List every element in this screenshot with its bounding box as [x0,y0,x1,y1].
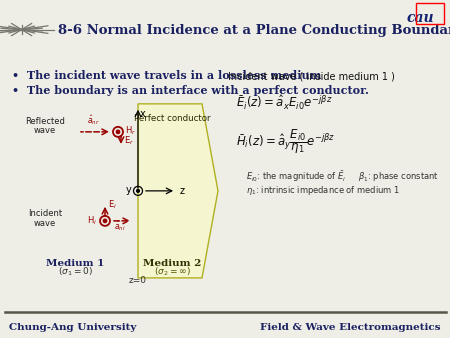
Text: y: y [125,185,131,195]
Text: wave: wave [34,219,56,228]
Text: Chung-Ang University: Chung-Ang University [9,323,136,332]
Text: Medium 1: Medium 1 [46,259,104,268]
Text: z: z [180,186,185,196]
Text: cau: cau [407,10,434,25]
Text: $\bar{H}_i(z) = \hat{a}_y \dfrac{E_{i0}}{\eta_1} e^{-j\beta z}$: $\bar{H}_i(z) = \hat{a}_y \dfrac{E_{i0}}… [236,127,335,155]
Circle shape [137,190,139,192]
Text: •  The incident wave travels in a lossless medium: • The incident wave travels in a lossles… [12,70,321,81]
Text: E$_i$: E$_i$ [108,199,117,211]
Text: ($\sigma_2 = \infty$): ($\sigma_2 = \infty$) [153,265,190,278]
Text: $\hat{a}_{ni}$: $\hat{a}_{ni}$ [114,219,126,233]
Text: x: x [140,109,146,119]
Text: wave: wave [34,126,56,135]
Text: Incident wave ( inside medium 1 ): Incident wave ( inside medium 1 ) [228,72,395,82]
Text: z=0: z=0 [129,276,147,285]
Polygon shape [138,104,218,278]
Text: $\eta_1$: intrinsic impedance of medium 1: $\eta_1$: intrinsic impedance of medium … [246,184,400,197]
Text: $E_{i0}$: the magnitude of $\bar{E}_i$     $\beta_1$: phase constant: $E_{i0}$: the magnitude of $\bar{E}_i$ $… [246,169,439,184]
Text: $\bar{E}_i(z) = \hat{a}_x E_{i0} e^{-j\beta z}$: $\bar{E}_i(z) = \hat{a}_x E_{i0} e^{-j\b… [236,94,333,112]
Text: Reflected: Reflected [25,117,65,126]
Text: Incident: Incident [28,209,62,218]
Text: Medium 2: Medium 2 [143,259,201,268]
Text: Field & Wave Electromagnetics: Field & Wave Electromagnetics [261,323,441,332]
Text: 8-6 Normal Incidence at a Plane Conducting Boundary: 8-6 Normal Incidence at a Plane Conducti… [58,24,450,37]
Text: E$_r$: E$_r$ [124,135,134,147]
Text: Perfect conductor: Perfect conductor [134,114,210,123]
Circle shape [116,130,120,134]
Text: H$_r$: H$_r$ [125,125,136,137]
Text: $\hat{a}_{nr}$: $\hat{a}_{nr}$ [87,114,99,127]
Text: •  The boundary is an interface with a perfect conductor.: • The boundary is an interface with a pe… [12,85,369,96]
Circle shape [104,219,107,222]
Text: ($\sigma_1 = 0$): ($\sigma_1 = 0$) [58,265,93,278]
Text: H$_i$: H$_i$ [87,215,97,227]
